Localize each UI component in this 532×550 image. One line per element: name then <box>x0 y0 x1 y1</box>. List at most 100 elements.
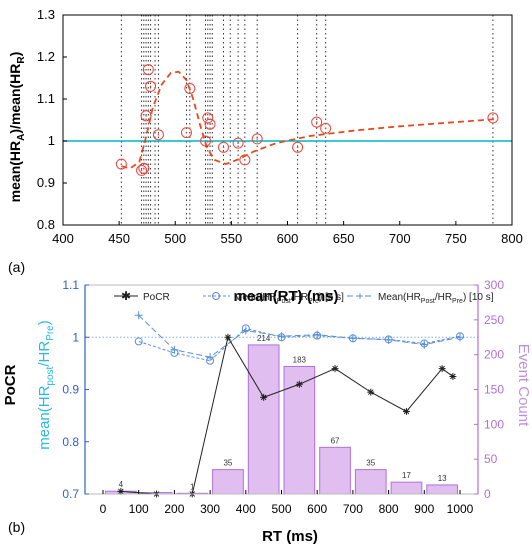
panel-b-x-tick-label: 200 <box>164 502 184 516</box>
panel-a-x-tick-label: 700 <box>389 231 411 246</box>
series-pocr-marker <box>260 393 268 401</box>
legend-item-mean-10s: + Mean(HRPost/HRPre) [10 s] <box>347 289 494 305</box>
panel-a-y-tick-label: 0.8 <box>37 217 55 232</box>
panel-a-point-dot <box>222 146 225 149</box>
series-mean-10s-marker <box>420 340 429 349</box>
panel-b-right-y-tick-label: 150 <box>484 383 504 397</box>
legend-pocr-label: PoCR <box>143 292 170 303</box>
panel-b-x-tick-label: 600 <box>307 502 327 516</box>
panel-a-x-tick-label: 550 <box>221 231 243 246</box>
legend-item-pocr: ✱ PoCR <box>114 289 170 303</box>
panel-a-point-dot <box>149 85 152 88</box>
panel-b-right-y-ticks: 0 50 100 150 200 250 300 <box>474 278 504 501</box>
panel-b-bar-label: 183 <box>293 356 307 365</box>
panel-b-x-tick-label: 500 <box>271 502 291 516</box>
panel-b-bar <box>390 481 423 495</box>
panel-b-bar-label: 67 <box>331 436 340 445</box>
panel-a-vertical-lines <box>120 15 494 225</box>
panel-a-x-tick-label: 450 <box>108 231 130 246</box>
panel-a-point-dot <box>120 163 123 165</box>
panel-b-x-tick-label: 400 <box>236 502 256 516</box>
panel-a-y-axis-label: mean(HRA)/mean(HRR) <box>7 52 27 203</box>
panel-b-x-tick-label: 0 <box>100 502 107 516</box>
panel-a-chart: 400 450 500 550 600 650 700 750 800 0.8 0.9 1 1.1 1.… <box>7 7 523 305</box>
panel-b-bar-label: 35 <box>366 459 375 468</box>
series-pocr-marker <box>295 380 303 388</box>
legend-item-mean-5s: Mean(HRPost/HRPre) [5 s] <box>203 292 344 305</box>
panel-a-point-ring <box>145 80 157 92</box>
panel-a-point-ring <box>218 141 230 153</box>
panel-a-point-ring <box>320 122 332 134</box>
panel-a-point-dot <box>140 169 143 172</box>
series-mean-5s-marker <box>134 337 143 346</box>
panel-a-point-ring <box>292 141 304 153</box>
panel-b-legend: ✱ PoCR Mean(HRPost/HRPre) [5 s] + Mean(H… <box>114 289 494 305</box>
panel-b-pocr-axis-label: PoCR <box>2 364 19 405</box>
panel-a-point-dot <box>157 133 160 136</box>
panel-b-right-y-tick-label: 100 <box>484 417 504 431</box>
panel-a-point-dot <box>209 123 211 125</box>
panel-a-x-ticks: 400 450 500 550 600 650 700 750 800 <box>52 221 523 246</box>
panel-a-y-tick-label: 0.9 <box>37 175 55 190</box>
series-mean-10s-marker <box>134 311 143 320</box>
panel-a-y-tick-label: 1.2 <box>37 49 55 64</box>
panel-a-x-tick-label: 600 <box>277 231 299 246</box>
panel-a-point-ring <box>232 137 244 149</box>
panel-b-left-y-ticks: 0.7 0.8 0.9 1 1.1 <box>62 278 89 501</box>
panel-b-left-y-tick-label: 0.8 <box>62 435 79 449</box>
panel-b-bar <box>354 469 387 495</box>
panel-a-x-tick-label: 500 <box>164 231 186 246</box>
series-pocr-marker <box>402 407 410 415</box>
panel-a-point-ring <box>140 110 152 122</box>
legend-mean-5s-label: Mean(HRPost/HRPre) [5 s] <box>234 292 344 305</box>
panel-b-bar <box>212 469 244 495</box>
panel-a-point-dot <box>147 68 150 71</box>
panel-a-point-ring <box>115 158 127 170</box>
panel-a-point-dot <box>185 131 188 134</box>
legend-mean-10s-label: Mean(HRPost/HRPre) [10 s] <box>378 292 494 305</box>
panel-b-x-tick-label: 800 <box>379 502 399 516</box>
panel-a-point-dot <box>244 159 246 161</box>
panel-a-point-ring <box>180 127 192 139</box>
series-mean-10s-marker <box>206 353 215 362</box>
panel-a-point-ring <box>142 64 154 76</box>
panel-a-points <box>115 64 499 176</box>
panel-b-mean-hr-axis-label: mean(HRpost/HRPre) <box>36 320 56 450</box>
panel-b-x-tick-label: 700 <box>343 502 363 516</box>
legend-pocr-marker: ✱ <box>121 289 131 303</box>
panel-b-bar-labels: 4 1 35 214 183 67 35 17 13 <box>119 334 448 491</box>
panel-a-y-ticks: 0.8 0.9 1 1.1 1.2 1.3 <box>37 7 67 232</box>
panel-a-point-ring <box>251 133 263 145</box>
panel-b-bar <box>247 344 280 495</box>
panel-a-point-dot <box>145 115 147 117</box>
panel-a-x-axis-label: mean(RT) (ms) <box>233 288 338 305</box>
panel-b-bar-label: 17 <box>402 471 411 480</box>
panel-a-point-ring <box>487 112 499 124</box>
panel-b-label: (b) <box>8 519 25 535</box>
series-mean-10s-marker <box>384 335 393 344</box>
panel-b-right-y-tick-label: 200 <box>484 348 504 362</box>
panel-a-point-ring <box>136 164 148 176</box>
panel-a-x-tick-label: 750 <box>445 231 467 246</box>
series-pocr-marker <box>331 365 339 373</box>
panel-a-point-ring <box>152 129 164 141</box>
panel-a-point-ring <box>200 135 212 147</box>
panel-b-left-y-tick-label: 1.1 <box>62 278 79 292</box>
panel-b-left-y-tick-label: 0.9 <box>62 383 79 397</box>
panel-a-point-dot <box>492 117 494 119</box>
series-mean-10s-markers <box>134 311 464 362</box>
series-mean-10s-line <box>138 314 461 358</box>
panel-b-bar-label: 4 <box>119 480 124 489</box>
panel-a-point-ring <box>311 116 323 128</box>
panel-b-right-y-tick-label: 300 <box>484 278 504 292</box>
panel-a-point-dot <box>296 146 299 149</box>
panel-a-point-ring <box>204 118 216 130</box>
panel-b-bars <box>104 344 459 495</box>
panel-b-bar-label: 1 <box>190 482 195 491</box>
series-pocr-markers <box>117 333 457 498</box>
series-pocr-marker <box>117 487 125 495</box>
panel-a-label: (a) <box>8 259 25 275</box>
panel-a-x-tick-label: 650 <box>333 231 355 246</box>
series-mean-10s-marker <box>456 333 464 342</box>
panel-b-bar-label: 13 <box>438 474 447 483</box>
